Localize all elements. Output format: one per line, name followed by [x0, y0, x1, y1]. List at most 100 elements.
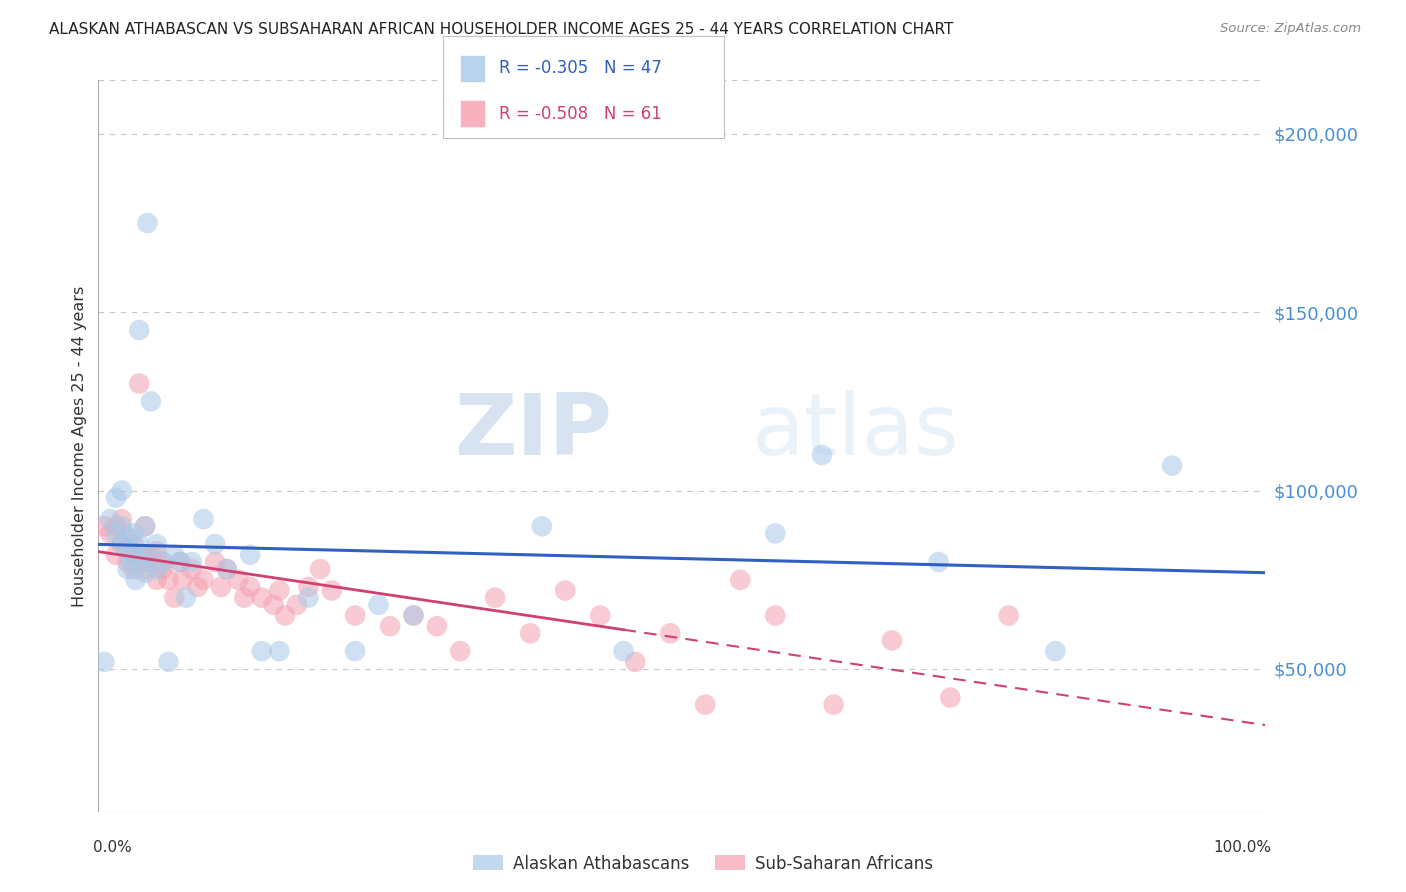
Point: [125, 548, 148, 562]
Point: [163, 548, 186, 562]
Point: [136, 216, 159, 230]
Point: [117, 530, 139, 544]
Point: [613, 644, 636, 658]
Point: [146, 562, 169, 576]
Point: [763, 608, 786, 623]
Point: [1161, 458, 1184, 473]
Point: [169, 555, 191, 569]
Point: [367, 598, 389, 612]
Point: [134, 566, 156, 580]
Point: [554, 583, 576, 598]
Point: [928, 555, 950, 569]
Point: [117, 555, 139, 569]
Text: ZIP: ZIP: [454, 390, 612, 473]
Point: [134, 562, 156, 576]
Point: [152, 555, 174, 569]
Legend: Alaskan Athabascans, Sub-Saharan Africans: Alaskan Athabascans, Sub-Saharan African…: [467, 848, 939, 880]
Point: [309, 562, 332, 576]
Point: [128, 323, 150, 337]
Point: [174, 591, 197, 605]
Point: [98, 526, 121, 541]
Point: [134, 548, 156, 562]
Point: [344, 608, 367, 623]
Point: [297, 591, 319, 605]
Point: [93, 655, 115, 669]
Point: [132, 555, 155, 569]
Point: [132, 548, 155, 562]
Point: [250, 644, 273, 658]
Point: [152, 562, 174, 576]
Text: atlas: atlas: [752, 390, 960, 473]
Point: [228, 573, 250, 587]
Point: [250, 591, 273, 605]
Point: [120, 544, 142, 558]
Text: 100.0%: 100.0%: [1213, 840, 1271, 855]
Point: [146, 537, 169, 551]
Point: [111, 537, 134, 551]
Point: [269, 644, 291, 658]
Point: [169, 555, 191, 569]
Point: [204, 537, 226, 551]
Text: 0.0%: 0.0%: [93, 840, 131, 855]
Point: [274, 608, 297, 623]
Point: [215, 562, 238, 576]
Point: [117, 544, 139, 558]
Point: [659, 626, 682, 640]
Point: [239, 580, 262, 594]
Point: [180, 555, 202, 569]
Point: [380, 619, 402, 633]
Point: [111, 537, 134, 551]
Point: [262, 598, 284, 612]
Point: [111, 483, 134, 498]
Point: [146, 544, 169, 558]
Text: R = -0.305   N = 47: R = -0.305 N = 47: [499, 60, 662, 78]
Point: [104, 526, 127, 541]
Point: [139, 548, 162, 562]
Point: [93, 519, 115, 533]
Point: [426, 619, 449, 633]
Point: [157, 655, 180, 669]
Point: [344, 644, 367, 658]
Point: [187, 580, 209, 594]
Point: [239, 548, 262, 562]
Point: [530, 519, 553, 533]
Point: [152, 555, 174, 569]
Point: [589, 608, 612, 623]
Point: [180, 562, 202, 576]
Point: [402, 608, 425, 623]
Point: [117, 562, 139, 576]
Point: [215, 562, 238, 576]
Point: [484, 591, 506, 605]
Point: [98, 512, 121, 526]
Point: [111, 519, 134, 533]
Point: [104, 519, 127, 533]
Point: [519, 626, 541, 640]
Point: [111, 512, 134, 526]
Point: [204, 555, 226, 569]
Point: [122, 526, 145, 541]
Point: [449, 644, 471, 658]
Point: [117, 530, 139, 544]
Point: [136, 555, 159, 569]
Text: R = -0.508   N = 61: R = -0.508 N = 61: [499, 104, 662, 122]
Point: [811, 448, 834, 462]
Point: [730, 573, 752, 587]
Point: [104, 491, 127, 505]
Point: [193, 512, 215, 526]
Point: [233, 591, 256, 605]
Point: [172, 573, 194, 587]
Point: [139, 394, 162, 409]
Point: [1045, 644, 1067, 658]
Point: [128, 537, 150, 551]
Point: [134, 519, 156, 533]
Point: [880, 633, 903, 648]
Point: [297, 580, 319, 594]
Point: [209, 580, 232, 594]
Point: [823, 698, 845, 712]
Point: [695, 698, 717, 712]
Point: [104, 548, 127, 562]
Point: [402, 608, 425, 623]
Point: [763, 526, 786, 541]
Point: [157, 573, 180, 587]
Point: [128, 376, 150, 391]
